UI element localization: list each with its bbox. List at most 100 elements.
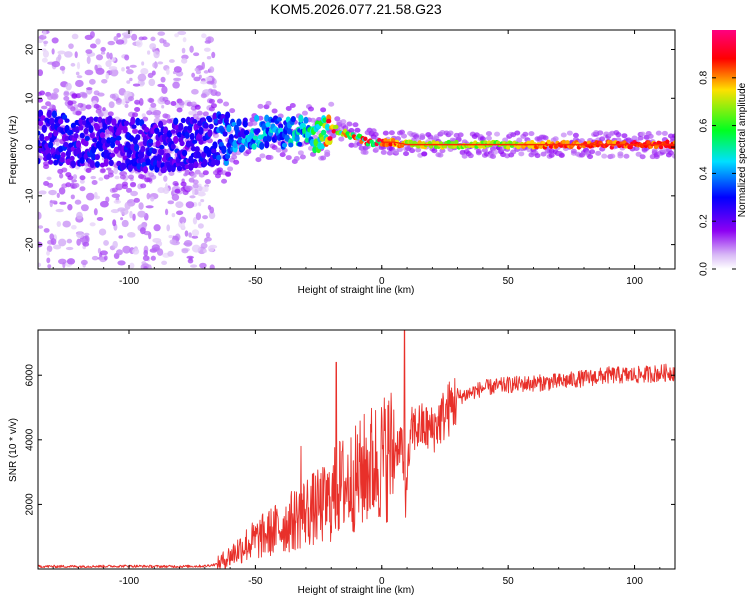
spectrogram-cell	[154, 113, 161, 119]
spectrogram-cell	[80, 259, 88, 266]
spectrogram-cell	[242, 120, 248, 128]
spectrogram-cell	[100, 51, 106, 55]
y-tick-label: 6000	[25, 364, 36, 387]
spectrogram-cell	[257, 103, 264, 109]
spectrogram-cell	[51, 48, 55, 55]
spectrogram-ridge-line	[381, 141, 675, 146]
spectrogram-cell	[240, 144, 246, 152]
spectrogram-cell	[76, 75, 83, 79]
spectrogram-cell	[479, 136, 486, 142]
spectrogram-cell	[168, 59, 175, 63]
spectrogram-cell	[212, 84, 217, 89]
spectrogram-cell	[382, 130, 389, 136]
spectrogram-cell	[55, 153, 61, 160]
spectrogram-cell	[68, 43, 74, 49]
spectrogram-cell	[271, 144, 278, 150]
spectrogram-cell	[189, 132, 195, 141]
spectrogram-cell	[265, 100, 272, 106]
spectrogram-cell	[58, 187, 66, 195]
spectrogram-cell	[114, 175, 120, 180]
spectrogram-cell	[122, 125, 128, 134]
spectrogram-cell	[259, 153, 266, 159]
spectrogram-cell	[354, 127, 361, 133]
spectrogram-cell	[109, 152, 116, 158]
spectrogram-cell	[67, 104, 74, 110]
spectrogram-cell	[67, 175, 74, 181]
spectrogram-cell	[59, 65, 66, 71]
spectrogram-cell	[46, 109, 52, 119]
spectrogram-cell	[143, 249, 148, 257]
spectrogram-cell	[207, 204, 212, 210]
spectrogram-cell	[141, 113, 146, 118]
spectrogram-cell	[167, 200, 175, 205]
spectrogram-cell	[105, 72, 110, 80]
spectrogram-cell	[522, 131, 529, 137]
spectrogram-cell	[192, 179, 199, 185]
spectrogram-cell	[80, 115, 87, 121]
spectrogram-cell	[297, 150, 304, 156]
spectrogram-cell	[396, 147, 403, 153]
spectrogram-cell	[560, 132, 567, 138]
spectrogram-cell	[39, 90, 46, 96]
spectrogram-cell	[595, 150, 602, 156]
x-tick-label: 100	[626, 276, 643, 287]
spectrogram-cell	[74, 199, 82, 205]
spectrogram-cell	[148, 78, 156, 87]
spectrogram-cell	[106, 51, 110, 59]
spectrogram-cell	[192, 183, 199, 189]
spectrogram-cell	[98, 177, 104, 181]
spectrogram-cell	[173, 66, 182, 73]
spectrogram-cell	[51, 93, 58, 99]
spectrogram-cell	[208, 98, 215, 104]
spectrogram-cell	[96, 216, 104, 221]
spectrogram-cell	[111, 118, 117, 126]
spectrogram-cell	[146, 192, 151, 200]
spectrogram-cell	[88, 116, 94, 123]
spectrogram-cell	[173, 77, 182, 81]
spectrogram-cell	[207, 245, 215, 252]
spectrogram-cell	[83, 232, 90, 236]
spectrogram-cell	[161, 85, 168, 94]
spectrogram-cell	[203, 249, 207, 253]
spectrogram-cell	[439, 148, 446, 154]
spectrogram-cell	[117, 207, 126, 212]
spectrogram-cell	[147, 72, 154, 79]
spectrogram-cell	[189, 45, 194, 53]
spectrogram-cell	[174, 188, 181, 194]
spectrogram-cell	[65, 82, 72, 91]
spectrogram-cell	[251, 120, 258, 126]
spectrogram-cell	[514, 130, 521, 136]
spectrogram-cell	[62, 220, 71, 228]
spectrogram-cell	[147, 264, 152, 269]
spectrogram-cell	[76, 61, 81, 70]
spectrogram-cell	[655, 130, 662, 136]
colorbar-tick-label: 0.6	[699, 118, 710, 132]
spectrogram-cell	[132, 248, 140, 255]
spectrogram-cell	[108, 66, 118, 71]
spectrogram-cell	[182, 149, 188, 157]
spectrogram-cell	[70, 62, 76, 67]
spectrogram-cell	[72, 174, 78, 180]
spectrogram-cell	[639, 131, 646, 137]
spectrogram-cell	[79, 186, 86, 192]
spectrogram-cell	[53, 244, 62, 250]
spectrogram-cell	[95, 38, 101, 45]
spectrogram-cell	[661, 130, 668, 136]
spectrogram-cell	[467, 153, 474, 159]
x-tick-label: -100	[119, 276, 139, 287]
colorbar-tick-label: 0.8	[699, 70, 710, 84]
spectrogram-cell	[403, 151, 410, 157]
snr-y-ticks: 2000 4000 6000	[25, 364, 675, 516]
spectrogram-cell	[112, 219, 117, 227]
spectrogram-cell	[124, 103, 129, 108]
spectrogram-cell	[64, 118, 70, 123]
spectrogram-cell	[61, 114, 68, 121]
spectrogram-cell	[140, 81, 145, 86]
spectrogram-cell	[139, 227, 146, 235]
spectrogram-cell	[145, 159, 151, 166]
spectrogram-cell	[38, 120, 44, 126]
spectrogram-cell	[490, 153, 496, 159]
spectrogram-cell	[129, 210, 133, 219]
spectrogram-cell	[252, 135, 258, 141]
spectrogram-cell	[211, 159, 217, 166]
